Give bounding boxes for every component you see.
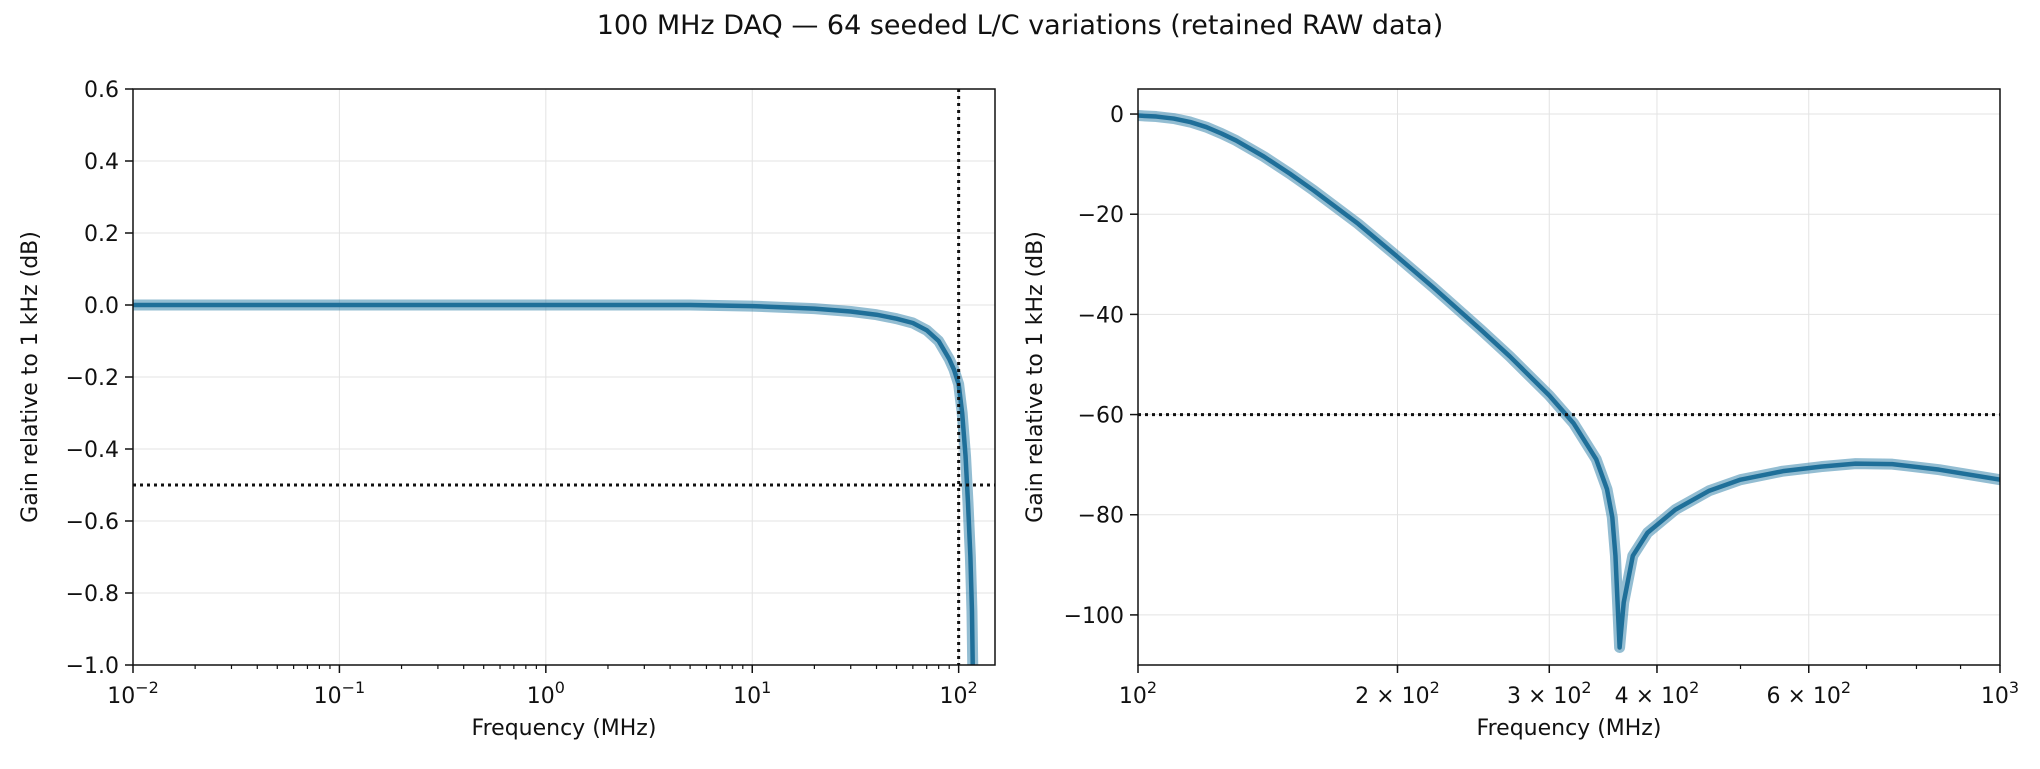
y-tick-label: 0.6 [84, 78, 119, 103]
y-tick-label: −60 [1078, 404, 1124, 429]
series-line [133, 302, 975, 665]
y-tick-label: 0 [1110, 103, 1124, 128]
x-tick-label: 10−2 [107, 678, 159, 709]
x-axis-label: Frequency (MHz) [472, 716, 657, 741]
y-tick-label: −100 [1064, 604, 1124, 629]
y-tick-label: 0.4 [84, 150, 119, 175]
y-tick-label: −0.8 [66, 582, 119, 607]
y-axis-label: Gain relative to 1 kHz (dB) [18, 231, 43, 523]
y-tick-label: −40 [1078, 303, 1124, 328]
x-tick-label: 10−1 [314, 678, 366, 709]
y-tick-label: −0.2 [66, 366, 119, 391]
series-band [133, 299, 979, 665]
y-tick-label: −80 [1078, 504, 1124, 529]
series-band [1138, 110, 2000, 653]
axes-frame [1137, 88, 2001, 666]
x-tick-label: 102 [1119, 678, 1157, 709]
x-tick-label: 2 × 102 [1355, 678, 1440, 709]
series-line [1138, 113, 2000, 650]
y-tick-label: 0.0 [84, 294, 119, 319]
chart-panel-1: 10−2 10−1 100 101 102 0.6 0.4 0.2 0.0 −0.2 −0.4 −0.… [18, 78, 996, 741]
x-tick-label: 103 [1981, 678, 2019, 709]
y-tick-label: −0.6 [66, 510, 119, 535]
y-tick-label: 0.2 [84, 222, 119, 247]
x-tick-label: 101 [733, 678, 771, 709]
y-tick-label: −20 [1078, 203, 1124, 228]
x-tick-label: 4 × 102 [1615, 678, 1700, 709]
x-tick-label: 6 × 102 [1766, 678, 1851, 709]
x-tick-label: 100 [527, 678, 565, 709]
y-axis-label: Gain relative to 1 kHz (dB) [1023, 231, 1048, 523]
figure-title: 100 MHz DAQ — 64 seeded L/C variations (… [596, 10, 1444, 41]
x-tick-label: 3 × 102 [1507, 678, 1592, 709]
x-axis-label: Frequency (MHz) [1477, 716, 1662, 741]
chart-panel-2: 102 2 × 102 3 × 102 4 × 102 6 × 102 103 0 −20 −4… [1023, 88, 2019, 741]
x-tick-label: 102 [940, 678, 978, 709]
y-tick-label: −0.4 [66, 438, 119, 463]
y-tick-label: −1.0 [66, 654, 119, 679]
